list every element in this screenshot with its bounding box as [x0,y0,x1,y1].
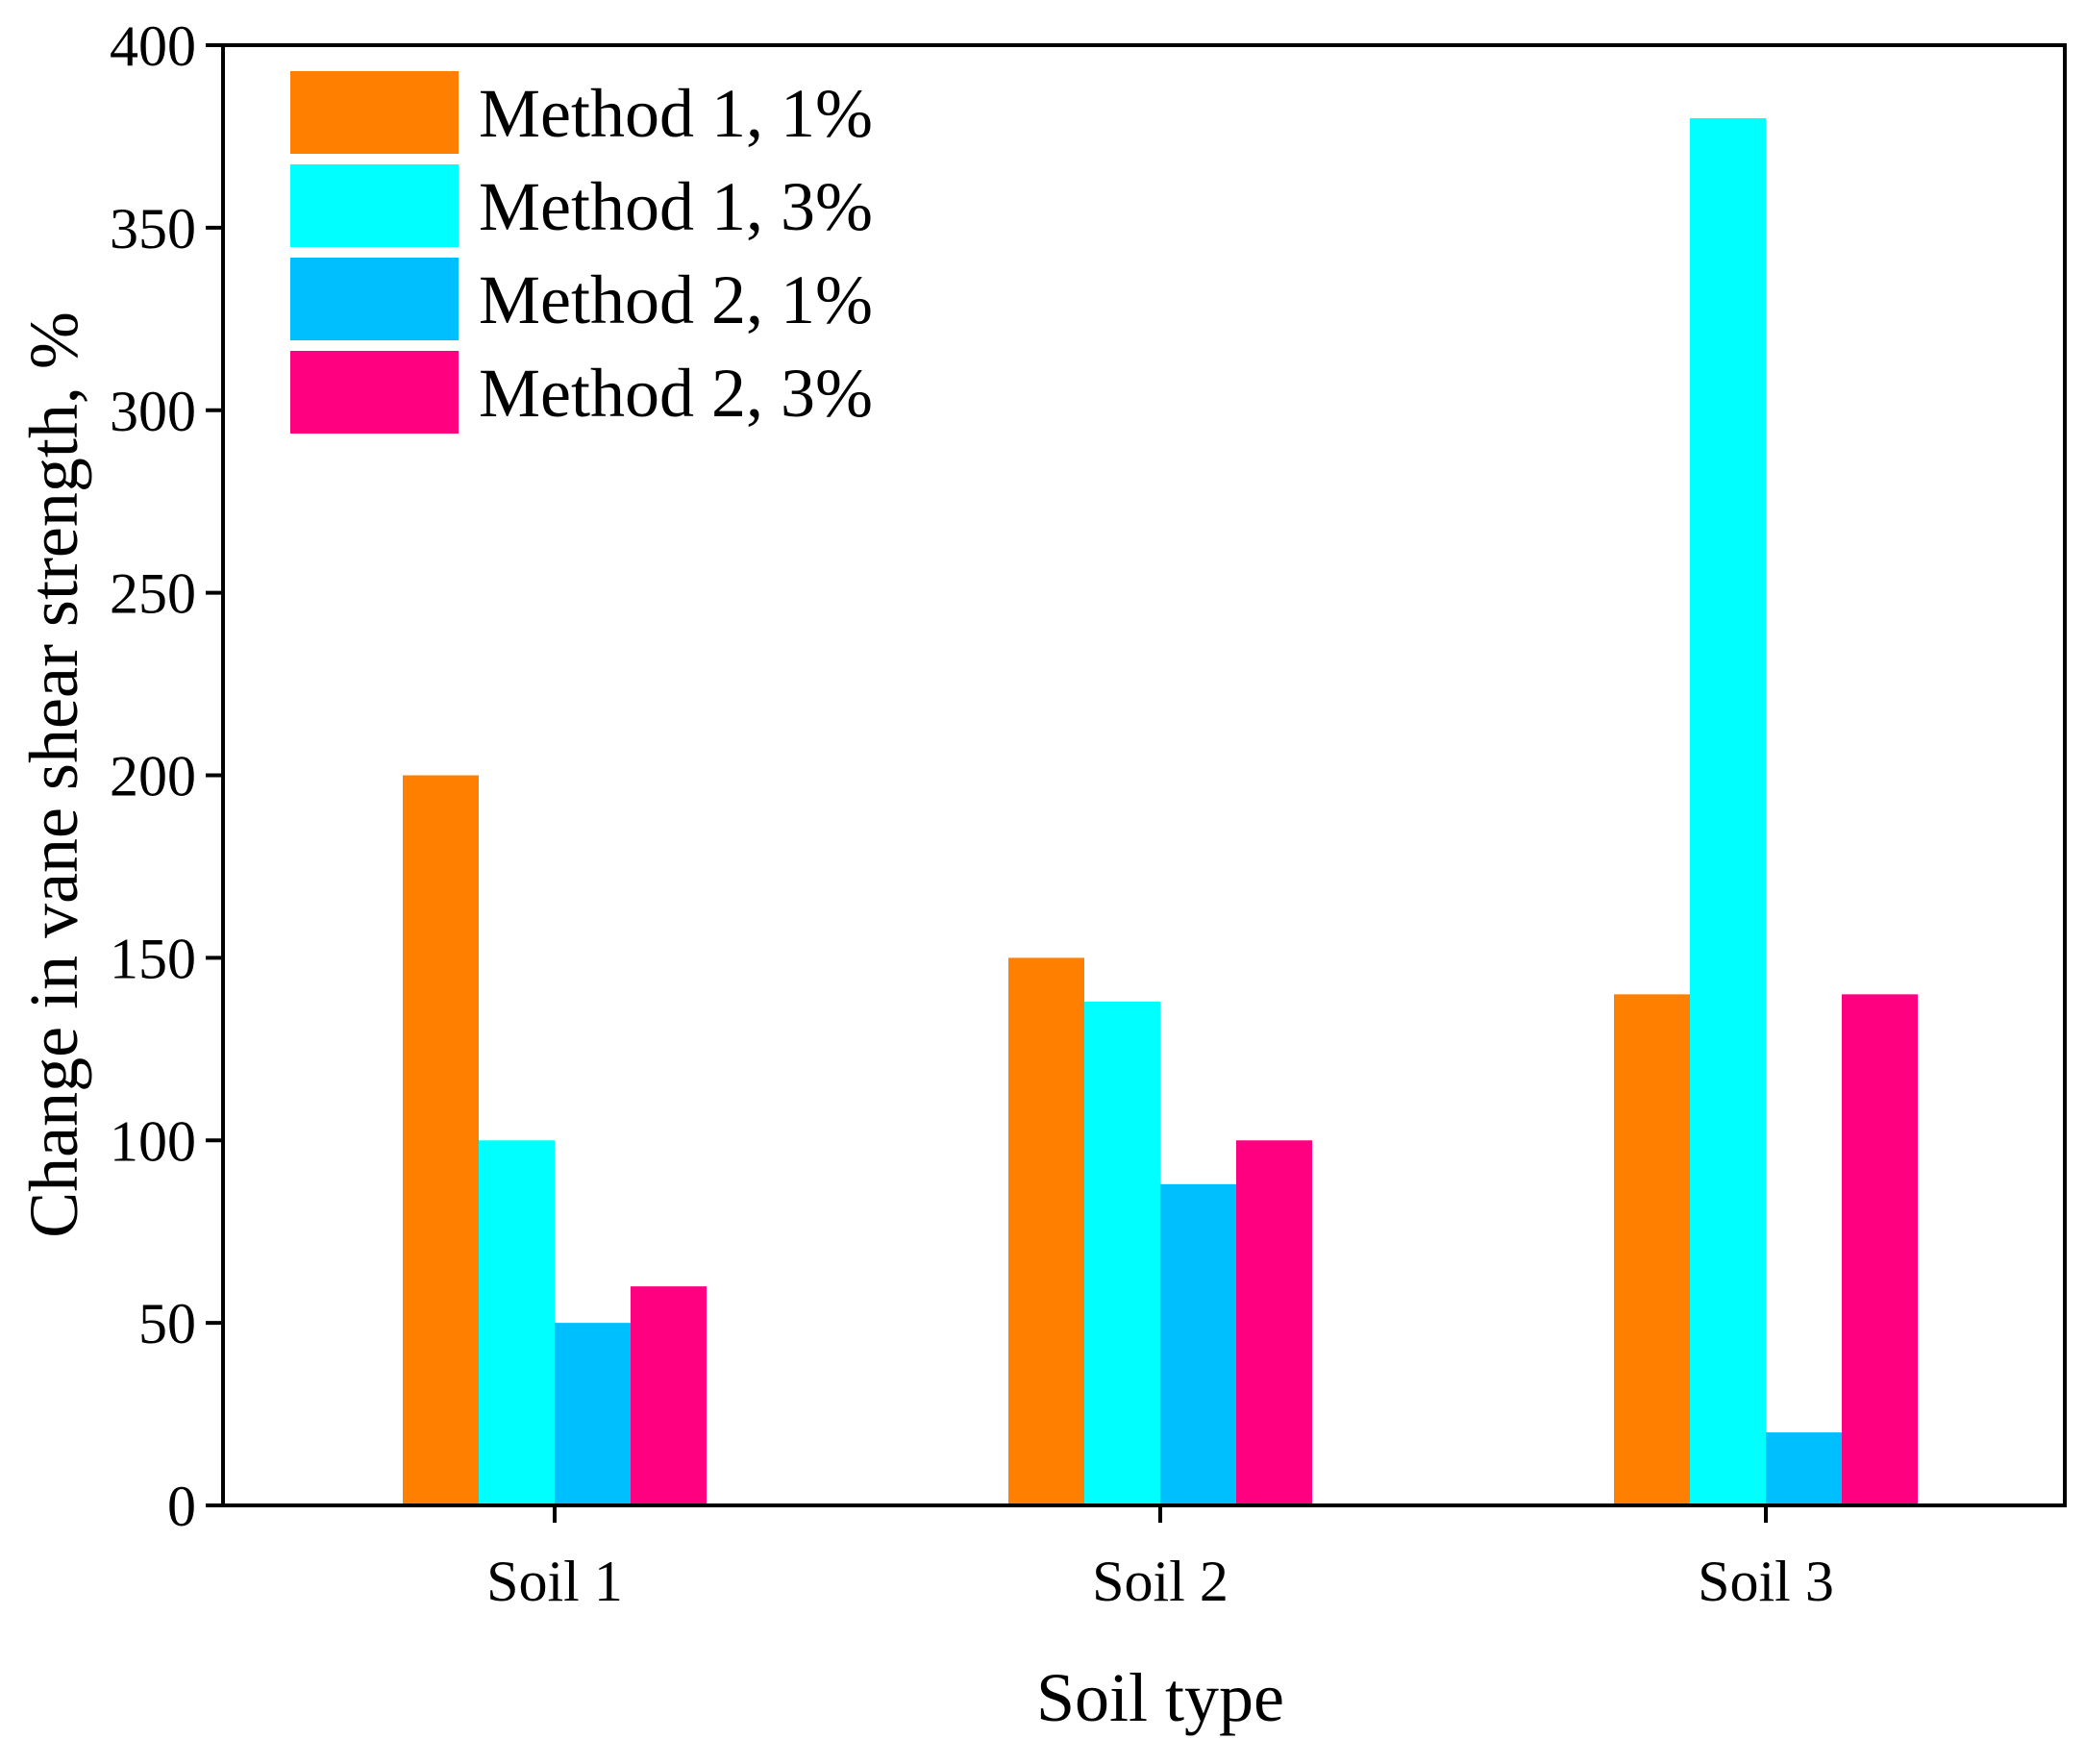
bar-3-1 [555,1323,631,1505]
bar-2-3 [1690,117,1766,1506]
bar-3-2 [1160,1183,1236,1505]
legend: Method 1, 1% Method 1, 3% Method 2, 1% Meth… [290,71,873,434]
y-tick-label: 50 [138,1292,196,1355]
y-tick-label: 250 [110,562,196,626]
legend-label-1: Method 1, 1% [479,75,873,152]
bar-1-2 [1008,957,1084,1505]
y-tick-label: 0 [167,1475,196,1538]
y-tick-label: 200 [110,745,196,808]
legend-label-2: Method 1, 3% [479,168,873,245]
legend-swatch-2 [290,164,459,247]
bar-2-1 [479,1140,555,1505]
bar-4-1 [631,1286,707,1505]
bars-layer [403,117,1918,1506]
bar-4-2 [1236,1140,1312,1505]
legend-label-4: Method 2, 3% [479,355,873,432]
x-tick-label: Soil 2 [1092,1550,1229,1613]
legend-swatch-4 [290,351,459,434]
y-axis: 0 50 100 150 200 250 300 350 400 [110,14,223,1538]
bar-1-3 [1614,994,1690,1505]
bar-4-3 [1842,994,1918,1505]
x-axis: Soil 1 Soil 2 Soil 3 [486,1505,1834,1613]
bar-3-3 [1766,1432,1842,1505]
y-axis-title: Change in vane shear strength, % [15,311,92,1238]
y-tick-label: 100 [110,1109,196,1173]
bar-2-2 [1084,1001,1160,1505]
legend-label-3: Method 2, 1% [479,261,873,338]
x-tick-label: Soil 1 [486,1550,623,1613]
x-tick-label: Soil 3 [1698,1550,1834,1613]
y-tick-label: 400 [110,14,196,78]
y-tick-label: 150 [110,927,196,990]
legend-swatch-3 [290,258,459,340]
legend-swatch-1 [290,71,459,154]
x-axis-title: Soil type [1036,1659,1284,1736]
bar-1-1 [403,775,479,1505]
y-tick-label: 300 [110,380,196,443]
y-tick-label: 350 [110,197,196,261]
